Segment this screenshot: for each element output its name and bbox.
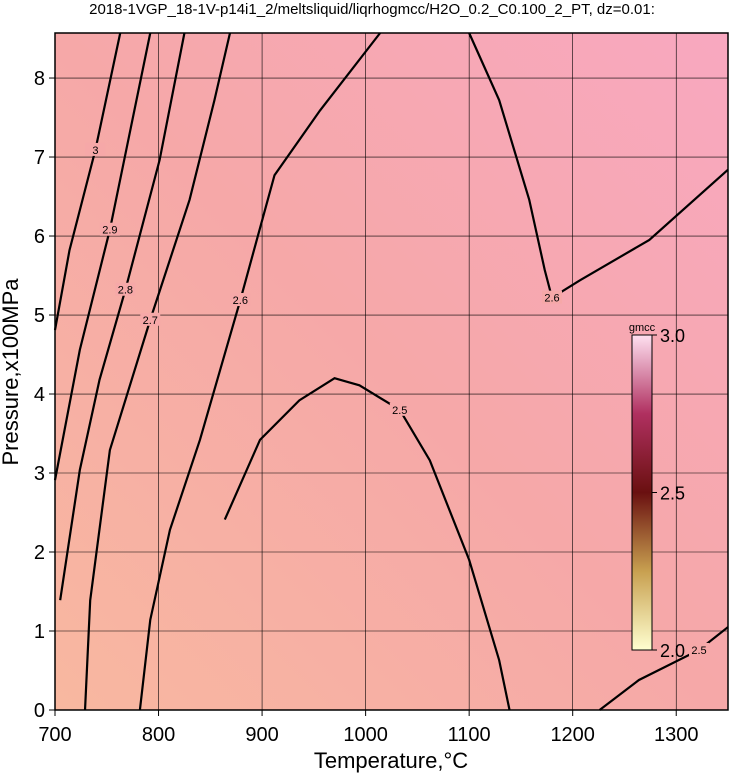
contour-label: 2.9 [102, 225, 117, 237]
colorbar-tick-label: 2.5 [660, 484, 685, 504]
y-tick-label: 8 [34, 68, 45, 90]
contour-label-bg [115, 282, 136, 296]
contour-label: 2.5 [392, 405, 407, 417]
y-tick-label: 0 [34, 700, 45, 722]
contour-label-bg [541, 290, 562, 304]
x-tick-label: 1200 [550, 724, 595, 746]
x-tick-label: 700 [38, 724, 71, 746]
contour-label-bg [140, 312, 161, 326]
plot-frame [54, 32, 729, 711]
contour-label: 2.6 [544, 293, 559, 305]
contour-label-bg [85, 142, 106, 156]
contour-label: 2.5 [691, 645, 706, 657]
y-tick-label: 4 [34, 384, 45, 406]
contour-line [53, 32, 122, 331]
contour-label-bg [230, 293, 251, 307]
contour-label: 2.6 [233, 295, 248, 307]
y-tick-label: 5 [34, 305, 45, 327]
contour-line [223, 377, 511, 711]
contour-label: 2.8 [118, 285, 133, 297]
x-tick-label: 900 [245, 724, 278, 746]
y-tick-label: 2 [34, 542, 45, 564]
contour-line [598, 626, 729, 711]
chart-title: 2018-1VGP_18-1V-p14i1_2/meltsliquid/liqr… [89, 1, 655, 18]
y-axis-label: Pressure,x100MPa [0, 278, 23, 466]
y-tick-label: 1 [34, 621, 45, 643]
contour-label-bg [389, 402, 410, 416]
contour-label: 2.7 [143, 315, 158, 327]
contour-line [59, 32, 186, 601]
x-tick-label: 800 [142, 724, 175, 746]
contour-label-bg [689, 642, 710, 656]
colorbar-tick-label: 3.0 [660, 326, 685, 346]
x-tick-label: 1100 [448, 724, 491, 746]
contour-line [468, 32, 729, 300]
plot-background [55, 33, 728, 710]
contour-line [53, 32, 152, 481]
contour-label: 3 [92, 145, 98, 157]
y-tick-label: 6 [34, 226, 45, 248]
y-tick-label: 3 [34, 463, 45, 485]
x-axis-label: Temperature,°C [314, 748, 468, 773]
colorbar-label: gmcc [629, 322, 656, 334]
contour-line [138, 32, 381, 711]
colorbar [631, 334, 653, 651]
colorbar-tick-label: 2.0 [660, 641, 685, 661]
y-tick-label: 7 [34, 147, 45, 169]
contour-label-bg [99, 222, 120, 236]
x-tick-label: 1000 [343, 724, 388, 746]
x-tick-label: 1300 [654, 724, 699, 746]
